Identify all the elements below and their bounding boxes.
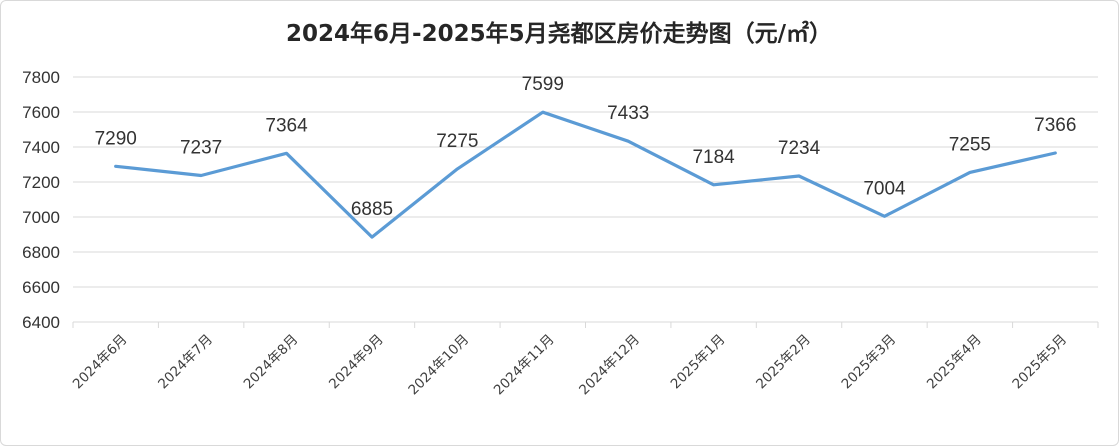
x-tick-label: 2024年12月 [576,332,643,399]
y-tick-label: 6800 [22,243,60,262]
x-tick-label: 2024年8月 [241,332,302,393]
data-labels: 7290 7237 7364 6885 7275 7599 7433 7184 7234 7004… [95,74,1077,220]
data-label: 7290 [95,128,137,149]
data-label: 7366 [1034,115,1076,136]
y-tick-label: 6600 [22,278,60,297]
x-tick-label: 2025年2月 [753,332,814,393]
data-label: 7234 [778,138,821,159]
y-tick-label: 7400 [22,138,60,157]
data-label: 7599 [522,74,564,95]
x-tick-label: 2024年7月 [155,332,216,393]
data-label: 7255 [949,134,991,155]
x-tick-label: 2025年1月 [668,332,729,393]
y-tick-label: 7800 [22,68,60,87]
y-tick-label: 6400 [22,313,60,332]
data-label: 6885 [351,199,393,220]
y-tick-label: 7600 [22,103,60,122]
data-label: 7184 [692,147,735,168]
y-tick-label: 7000 [22,208,60,227]
x-tick-label: 2024年11月 [491,332,558,399]
x-tick-label: 2024年6月 [70,332,131,393]
series-line [114,110,1057,239]
x-tick-label: 2025年5月 [1009,332,1070,393]
x-axis-ticks: 2024年6月 2024年7月 2024年8月 2024年9月 2024年10月 2024… [70,332,1070,399]
data-label: 7433 [607,103,649,124]
y-tick-label: 7200 [22,173,60,192]
x-tick-label: 2024年9月 [326,332,387,393]
data-label: 7237 [180,138,222,159]
x-tick-label: 2025年4月 [924,332,985,393]
data-label: 7364 [265,115,308,136]
data-label: 7004 [863,178,906,199]
y-axis-ticks: 6400 6600 6800 7000 7200 7400 7600 7800 [22,68,60,332]
grid-lines [72,76,1099,328]
x-tick-label: 2025年3月 [839,332,900,393]
x-tick-label: 2024年10月 [405,332,472,399]
data-label: 7275 [436,131,478,152]
chart-title: 2024年6月-2025年5月尧都区房价走势图（元/㎡） [286,20,832,47]
